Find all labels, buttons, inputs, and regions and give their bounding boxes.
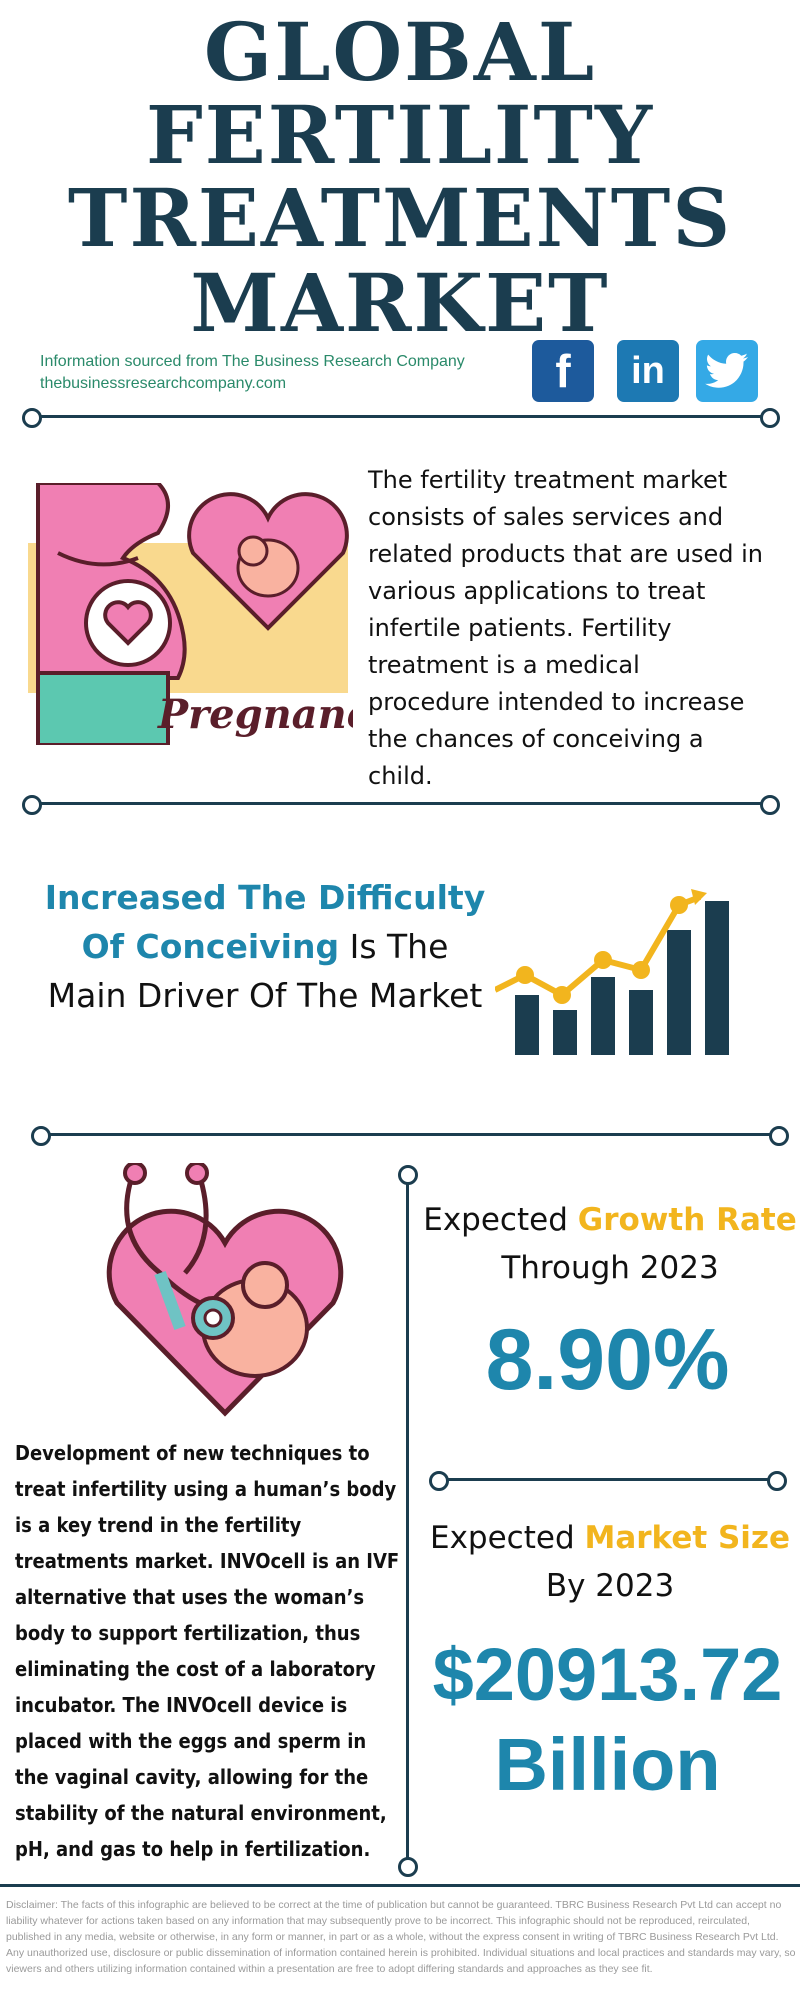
market-size-unit: Billion xyxy=(494,1723,721,1806)
title-line-3: TREATMENTS xyxy=(67,171,733,265)
pregnancy-illustration: Pregnancy xyxy=(28,483,353,745)
stat-divider-node-right xyxy=(767,1471,787,1491)
divider-2-node-left xyxy=(22,795,42,815)
source-url[interactable]: thebusinessresearchcompany.com xyxy=(40,375,287,392)
stat-divider xyxy=(437,1478,777,1481)
vertical-divider-node-top xyxy=(398,1165,418,1185)
divider-2 xyxy=(30,802,770,805)
source-text: Information sourced from The Business Re… xyxy=(40,353,465,370)
twitter-icon[interactable] xyxy=(696,340,758,402)
growth-highlight: Growth Rate xyxy=(577,1202,797,1238)
title-line-2: FERTILITY xyxy=(145,88,655,182)
divider-1 xyxy=(30,415,770,418)
driver-rest: Is The Main Driver Of The Market xyxy=(47,927,483,1015)
divider-3-node-right xyxy=(769,1126,789,1146)
disclaimer-text: Disclaimer: The facts of this infographi… xyxy=(6,1899,796,1975)
market-size-prefix: Expected xyxy=(430,1520,585,1556)
growth-rate-value: 8.90% xyxy=(485,1312,730,1408)
title-line-1: GLOBAL xyxy=(203,5,597,99)
driver-highlight: Increased The Difficulty Of Conceiving xyxy=(44,878,486,966)
vertical-divider xyxy=(406,1180,409,1860)
key-trend-text: Development of new techniques to treat i… xyxy=(15,1441,400,1861)
pregnancy-label: Pregnancy xyxy=(157,691,353,738)
linkedin-icon[interactable]: in xyxy=(617,340,679,402)
vertical-divider-node-bottom xyxy=(398,1857,418,1877)
divider-1-node-left xyxy=(22,408,42,428)
fertility-heart-stethoscope-illustration xyxy=(106,1163,344,1417)
growth-prefix: Expected xyxy=(423,1202,578,1238)
growth-chart-icon xyxy=(495,889,729,1055)
growth-rate-label: Expected Growth Rate xyxy=(420,1197,800,1243)
divider-2-node-right xyxy=(760,795,780,815)
divider-3-node-left xyxy=(31,1126,51,1146)
facebook-icon[interactable]: f xyxy=(532,340,594,402)
market-size-label: Expected Market Size xyxy=(420,1515,800,1561)
divider-1-node-right xyxy=(760,408,780,428)
growth-period-label: Through 2023 xyxy=(501,1250,719,1286)
market-size-value: $20913.72 xyxy=(432,1633,783,1716)
footer-divider xyxy=(0,1884,800,1887)
market-driver-text: Increased The Difficulty Of Conceiving I… xyxy=(40,873,490,1020)
market-size-highlight: Market Size xyxy=(584,1520,791,1556)
divider-3 xyxy=(39,1133,779,1136)
market-description: The fertility treatment market consists … xyxy=(368,466,763,790)
stat-divider-node-left xyxy=(429,1471,449,1491)
market-size-period-label: By 2023 xyxy=(545,1568,675,1604)
title-line-4: MARKET xyxy=(190,256,610,350)
